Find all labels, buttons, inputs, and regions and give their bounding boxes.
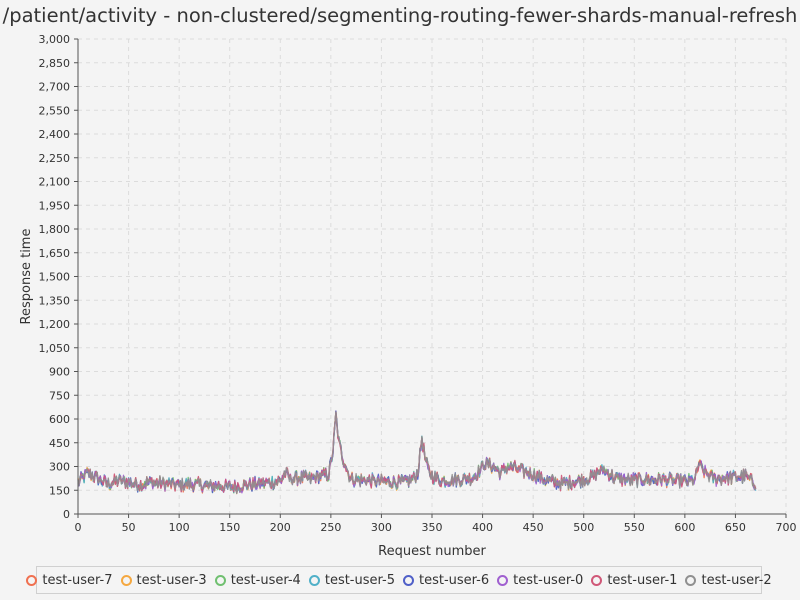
legend-item-test-user-2[interactable]: test-user-2 [685,572,772,588]
chart-title: /patient/activity - non-clustered/segmen… [2,4,798,27]
x-tick-labels: 0 50 100 150 200 250 300 350 400 450 500 550 600 650 7… [75,521,797,534]
y-tick-label: 900 [49,366,70,379]
y-tick-label: 2,100 [39,176,71,189]
legend-marker-icon [308,574,320,586]
y-tick-label: 3,000 [39,33,71,46]
legend-label: test-user-7 [42,572,113,588]
y-tick-label: 1,650 [39,247,71,260]
y-tick-label: 600 [49,413,70,426]
legend-marker-icon [591,574,603,586]
legend-marker-icon [26,574,38,586]
legend-item-test-user-4[interactable]: test-user-4 [214,572,301,588]
x-tick-label: 400 [472,521,493,534]
y-tick-label: 450 [49,437,70,450]
legend-label: test-user-3 [136,572,207,588]
y-tick-label: 1,500 [39,271,71,284]
legend-item-test-user-6[interactable]: test-user-6 [403,573,489,588]
x-tick-label: 600 [674,521,695,534]
legend-marker-icon [120,574,132,586]
legend-item-test-user-1[interactable]: test-user-1 [591,573,677,588]
series-line-test-user-2 [77,411,757,495]
y-tick-label: 150 [49,484,70,497]
x-tick-label: 350 [422,521,443,534]
grid-lines [77,38,787,515]
x-tick-label: 200 [270,521,291,534]
legend-label: test-user-4 [230,572,301,588]
legend-label: test-user-2 [701,572,772,588]
x-tick-label: 300 [371,521,392,534]
legend-item-test-user-5[interactable]: test-user-5 [308,572,395,588]
series-layer [77,410,757,495]
x-tick-label: 550 [624,521,645,534]
legend-marker-icon [214,574,226,586]
y-tick-label: 2,550 [39,104,71,117]
y-tick-label: 1,350 [39,294,71,307]
x-tick-label: 450 [523,521,544,534]
y-tick-label: 1,800 [39,223,71,236]
legend-label: test-user-5 [324,572,395,588]
y-tick-label: 1,050 [39,342,71,355]
y-tick-label: 2,400 [39,128,71,141]
x-tick-label: 150 [219,521,240,534]
y-tick-labels: 0 150 300 450 600 750 900 1,050 1,200 1,350 1,500 1… [39,33,71,521]
x-tick-label: 650 [725,521,746,534]
y-axis-label: Response time [19,229,34,325]
x-tick-label: 700 [776,521,797,534]
y-tick-label: 2,700 [39,81,71,94]
legend-item-test-user-3[interactable]: test-user-3 [120,572,207,588]
x-tick-label: 500 [573,521,594,534]
legend-marker-icon [497,574,509,586]
x-tick-label: 0 [75,521,82,534]
y-tick-label: 2,250 [39,152,71,165]
legend-item-test-user-7[interactable]: test-user-7 [26,572,113,588]
legend-label: test-user-0 [513,572,584,588]
y-tick-label: 0 [63,508,70,521]
y-tick-label: 750 [49,389,70,402]
x-axis-label: Request number [378,544,486,559]
x-tick-label: 50 [122,521,136,534]
axes [74,38,787,518]
x-tick-label: 250 [320,521,341,534]
legend-marker-icon [685,574,697,586]
legend: test-user-7 test-user-3 test-user-4 test-us… [26,566,772,594]
legend-label: test-user-1 [607,572,678,588]
y-tick-label: 2,850 [39,57,71,70]
x-tick-label: 100 [169,521,190,534]
legend-marker-icon [403,574,414,586]
legend-item-test-user-0[interactable]: test-user-0 [497,573,583,588]
y-tick-label: 300 [49,461,70,474]
y-tick-label: 1,200 [39,318,71,331]
y-tick-label: 1,950 [39,199,71,212]
legend-label: test-user-6 [419,572,490,588]
